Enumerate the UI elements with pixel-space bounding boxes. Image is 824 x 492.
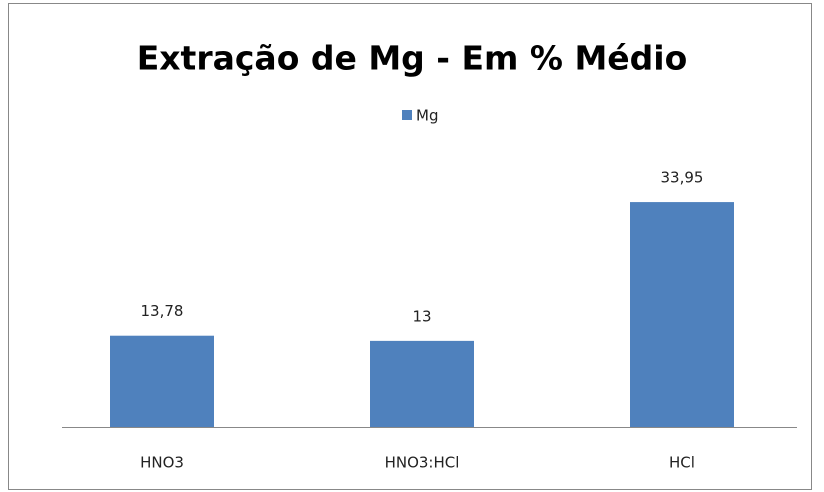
legend-label: Mg [416,107,438,125]
bar [110,335,214,427]
x-tick-label: HNO3:HCl [385,454,460,472]
data-label: 13,78 [141,302,184,320]
chart-title: Extração de Mg - Em % Médio [137,39,688,78]
x-tick-label: HCl [669,454,695,472]
data-label: 13 [412,307,431,325]
x-tick-label: HNO3 [140,454,184,472]
bar [630,202,734,427]
data-label: 33,95 [661,169,704,187]
legend-swatch [402,110,412,120]
bar [370,340,474,427]
